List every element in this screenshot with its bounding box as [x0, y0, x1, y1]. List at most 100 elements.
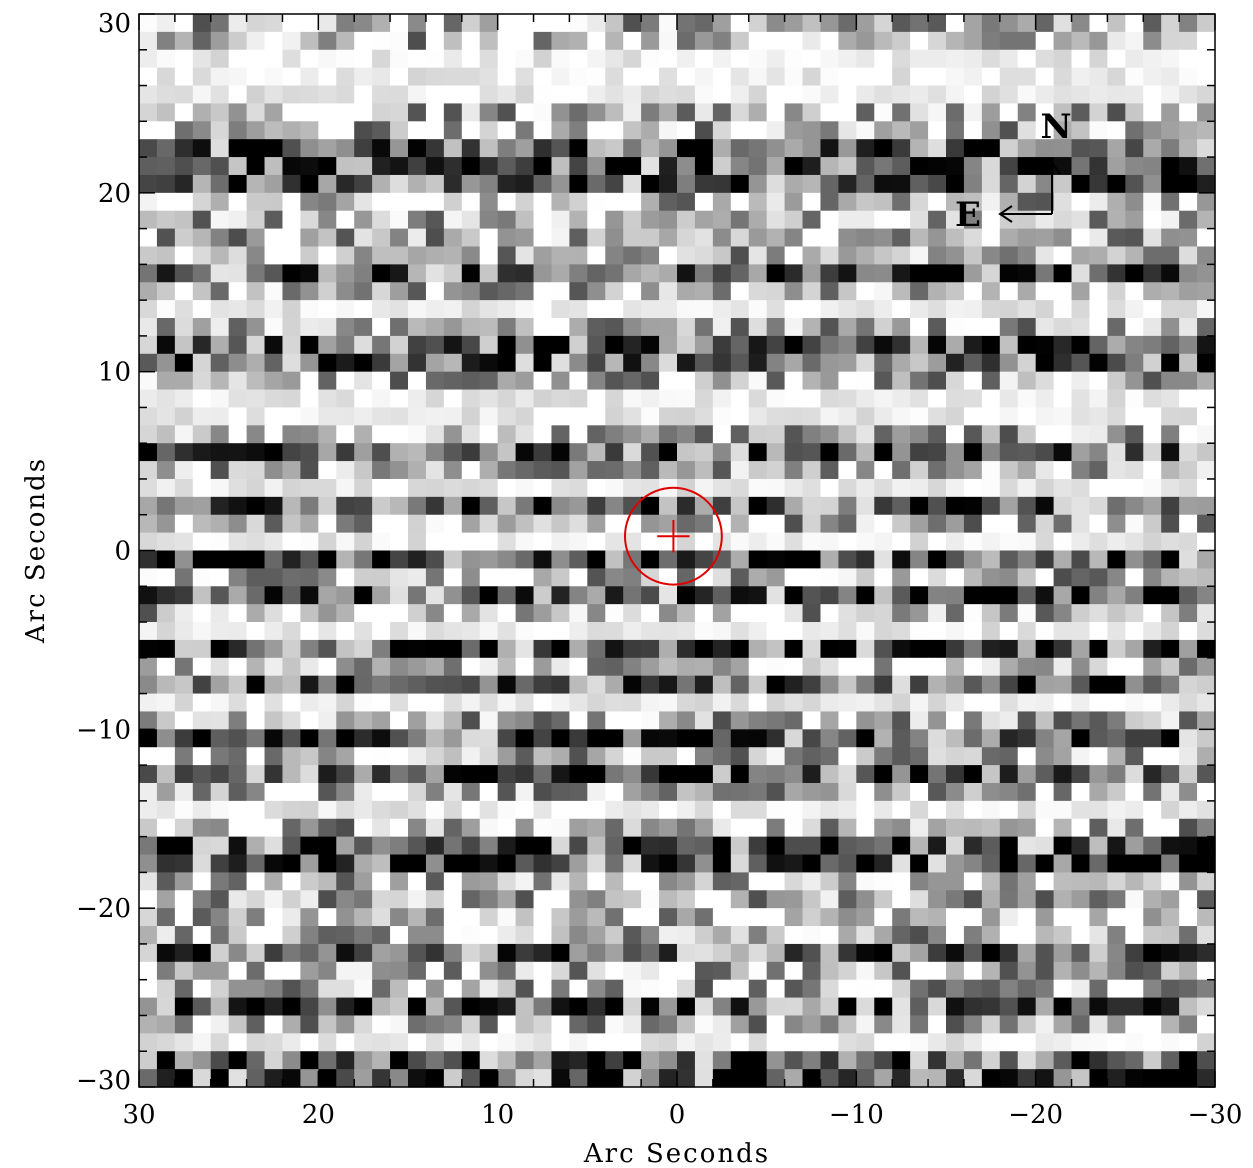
heatmap-cell: [623, 890, 642, 909]
heatmap-cell: [497, 1069, 517, 1088]
heatmap-cell: [1161, 854, 1180, 873]
heatmap-cell: [748, 818, 768, 838]
heatmap-cell: [623, 568, 642, 587]
heatmap-cell: [461, 228, 481, 248]
heatmap-cell: [192, 121, 212, 140]
heatmap-cell: [479, 532, 499, 552]
heatmap-cell: [139, 389, 158, 409]
heatmap-cell: [677, 335, 696, 355]
heatmap-cell: [946, 1015, 965, 1034]
heatmap-cell: [1197, 872, 1216, 891]
heatmap-cell: [1107, 49, 1126, 69]
heatmap-cell: [659, 335, 678, 355]
heatmap-cell: [569, 300, 588, 319]
heatmap-cell: [300, 443, 319, 462]
y-tick-label: 10: [98, 358, 131, 388]
heatmap-cell: [1035, 139, 1055, 158]
heatmap-cell: [981, 854, 1001, 873]
heatmap-cell: [533, 622, 553, 641]
heatmap-cell: [928, 979, 947, 999]
heatmap-cell: [461, 550, 481, 569]
heatmap-cell: [802, 192, 822, 212]
heatmap-cell: [533, 282, 553, 301]
heatmap-cell: [192, 210, 212, 230]
heatmap-cell: [551, 174, 570, 194]
heatmap-cell: [264, 532, 284, 552]
heatmap-cell: [623, 979, 642, 999]
heatmap-cell: [1161, 461, 1180, 480]
heatmap-cell: [946, 353, 965, 373]
heatmap-cell: [892, 800, 911, 820]
heatmap-cell: [963, 586, 983, 605]
heatmap-cell: [856, 872, 875, 891]
heatmap-cell: [892, 818, 911, 838]
heatmap-cell: [677, 586, 696, 605]
heatmap-cell: [641, 675, 660, 695]
heatmap-cell: [910, 568, 929, 587]
heatmap-cell: [963, 121, 983, 140]
heatmap-cell: [946, 943, 965, 963]
heatmap-cell: [623, 407, 642, 426]
heatmap-cell: [228, 300, 248, 319]
heatmap-cell: [246, 318, 266, 337]
heatmap-cell: [605, 782, 624, 802]
heatmap-cell: [533, 174, 553, 194]
heatmap-cell: [1089, 300, 1108, 319]
heatmap-cell: [192, 264, 212, 283]
heatmap-cell: [820, 85, 839, 105]
heatmap-cell: [928, 389, 947, 409]
heatmap-cell: [946, 318, 965, 337]
heatmap-cell: [910, 1033, 929, 1052]
heatmap-cell: [1053, 443, 1073, 462]
heatmap-cell: [139, 675, 158, 695]
heatmap-cell: [354, 657, 373, 677]
heatmap-cell: [820, 210, 839, 230]
heatmap-cell: [264, 836, 284, 856]
heatmap-cell: [1089, 1051, 1108, 1070]
heatmap-cell: [766, 31, 786, 51]
heatmap-image: [139, 14, 1216, 1088]
heatmap-cell: [766, 711, 786, 730]
heatmap-cell: [318, 282, 337, 301]
heatmap-cell: [659, 1069, 678, 1088]
heatmap-cell: [641, 782, 660, 802]
heatmap-cell: [605, 961, 624, 981]
heatmap-cell: [856, 425, 875, 444]
heatmap-cell: [228, 729, 248, 748]
heatmap-cell: [587, 550, 606, 569]
heatmap-cell: [210, 121, 230, 140]
heatmap-cell: [354, 139, 373, 158]
heatmap-cell: [820, 747, 839, 766]
heatmap-cell: [515, 282, 535, 301]
heatmap-cell: [928, 765, 947, 784]
heatmap-cell: [946, 639, 965, 659]
heatmap-cell: [587, 568, 606, 587]
heatmap-cell: [892, 854, 911, 873]
heatmap-cell: [928, 997, 947, 1017]
heatmap-cell: [264, 407, 284, 426]
heatmap-cell: [246, 586, 266, 605]
heatmap-cell: [1053, 586, 1073, 605]
heatmap-cell: [264, 711, 284, 730]
heatmap-cell: [874, 1069, 893, 1088]
heatmap-cell: [999, 85, 1019, 105]
heatmap-cell: [1071, 461, 1091, 480]
heatmap-cell: [533, 425, 553, 444]
heatmap-cell: [694, 890, 714, 909]
heatmap-cell: [1035, 1051, 1055, 1070]
heatmap-cell: [156, 550, 176, 569]
heatmap-cell: [1143, 371, 1162, 391]
heatmap-cell: [372, 121, 391, 140]
heatmap-cell: [856, 1051, 875, 1070]
heatmap-cell: [408, 49, 427, 69]
heatmap-cell: [1125, 586, 1144, 605]
heatmap-cell: [856, 67, 875, 87]
heatmap-cell: [784, 174, 804, 194]
heatmap-cell: [641, 31, 660, 51]
heatmap-cell: [1197, 67, 1216, 87]
heatmap-cell: [156, 532, 176, 552]
heatmap-cell: [838, 443, 857, 462]
heatmap-cell: [156, 908, 176, 927]
heatmap-cell: [659, 407, 678, 426]
heatmap-cell: [1125, 854, 1144, 873]
